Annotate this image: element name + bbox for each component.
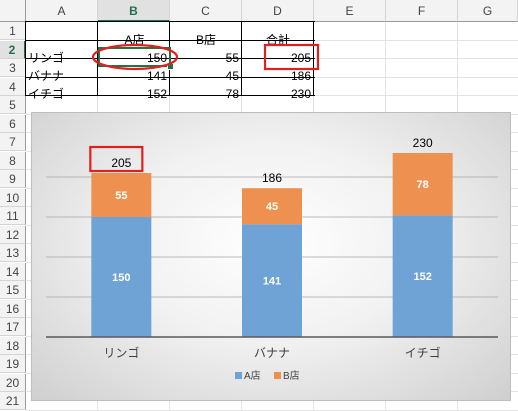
cell-b-1[interactable]: 45 [225, 69, 239, 83]
category-label-0: リンゴ [103, 345, 139, 360]
legend-label-a: A店 [244, 369, 261, 382]
data-label-b-2: 78 [417, 179, 429, 191]
table-border [26, 76, 315, 78]
table-border [313, 21, 314, 96]
cell-total-1[interactable]: 186 [290, 69, 311, 83]
header-total[interactable]: 合計 [265, 33, 290, 47]
legend-label-b: B店 [283, 369, 300, 382]
header-a-store[interactable]: A店 [124, 33, 145, 47]
cell-a-1[interactable]: 141 [146, 69, 167, 83]
active-cell-b2[interactable] [98, 47, 171, 67]
row-header-9[interactable]: 9 [0, 170, 26, 188]
row-header-18[interactable]: 18 [0, 336, 26, 355]
data-label-a-2: 152 [413, 271, 431, 283]
cell-total-2[interactable]: 230 [290, 87, 311, 101]
table-border [26, 21, 315, 22]
cell-name-1[interactable]: バナナ [28, 69, 65, 83]
annotation-overlay [91, 43, 320, 71]
category-label-1: バナナ [254, 346, 290, 360]
annotation-box-total-0 [89, 145, 144, 173]
table-border [25, 21, 26, 96]
row-header-11[interactable]: 11 [0, 207, 26, 225]
data-label-b-1: 45 [266, 201, 278, 213]
legend-swatch-a [235, 372, 242, 379]
row-header-15[interactable]: 15 [0, 281, 26, 299]
row-header-20[interactable]: 20 [0, 373, 26, 392]
row-header-10[interactable]: 10 [0, 188, 26, 207]
row-header-6[interactable]: 6 [0, 114, 26, 133]
cell-name-2[interactable]: イチゴ [28, 87, 65, 101]
cell-b-2[interactable]: 78 [225, 87, 239, 101]
row-header-14[interactable]: 14 [0, 262, 26, 281]
row-header-19[interactable]: 19 [0, 355, 26, 373]
category-label-2: イチゴ [405, 345, 441, 360]
header-b-store[interactable]: B店 [195, 33, 216, 47]
row-header-8[interactable]: 8 [0, 151, 26, 170]
data-label-a-1: 141 [263, 276, 281, 288]
row-header-16[interactable]: 16 [0, 299, 26, 318]
cell-a-0[interactable]: 150 [146, 51, 167, 65]
data-label-b-0: 55 [115, 190, 127, 202]
total-label-0: 205 [111, 156, 131, 170]
cell-b-0[interactable]: 55 [225, 51, 239, 65]
annotation-ellipse-b2 [91, 43, 179, 71]
bar-b-2 [392, 153, 453, 216]
legend-swatch-b [274, 372, 281, 379]
annotation-box-d2 [263, 43, 320, 71]
bar-b-0 [91, 173, 152, 217]
chart-canvas: 150 55 205 リンゴ 141 45 186 バナナ 152 78 230 イチゴ A店 B店 [46, 136, 498, 382]
bar-a-2 [392, 215, 453, 337]
stacked-bar-chart[interactable]: 150 55 205 リンゴ 141 45 186 バナナ 152 78 230 イチゴ A店 B店 [31, 112, 511, 401]
row-header-12[interactable]: 12 [0, 225, 26, 244]
gridline-horizontal [26, 409, 518, 411]
row-header-13[interactable]: 13 [0, 244, 26, 262]
total-label-1: 186 [262, 171, 282, 185]
total-label-2: 230 [413, 136, 433, 150]
bar-b-1 [242, 188, 302, 225]
row-header-5[interactable]: 5 [0, 96, 26, 114]
row-header-21[interactable]: 21 [0, 392, 26, 410]
column-header-e[interactable]: E [314, 0, 386, 22]
select-all-corner[interactable] [0, 0, 26, 22]
column-header-f[interactable]: F [386, 0, 458, 22]
cell-total-0[interactable]: 205 [290, 51, 311, 65]
table-border [26, 95, 315, 96]
row-header-7[interactable]: 7 [0, 133, 26, 151]
table-border [26, 39, 315, 41]
table-border [97, 21, 98, 96]
bar-a-1 [242, 224, 302, 337]
data-label-a-0: 150 [112, 272, 130, 284]
cell-a-2[interactable]: 152 [146, 87, 167, 101]
table-border [241, 21, 242, 96]
cell-name-0[interactable]: リンゴ [28, 51, 65, 65]
row-header-17[interactable]: 17 [0, 318, 26, 336]
bar-a-0 [91, 217, 152, 337]
